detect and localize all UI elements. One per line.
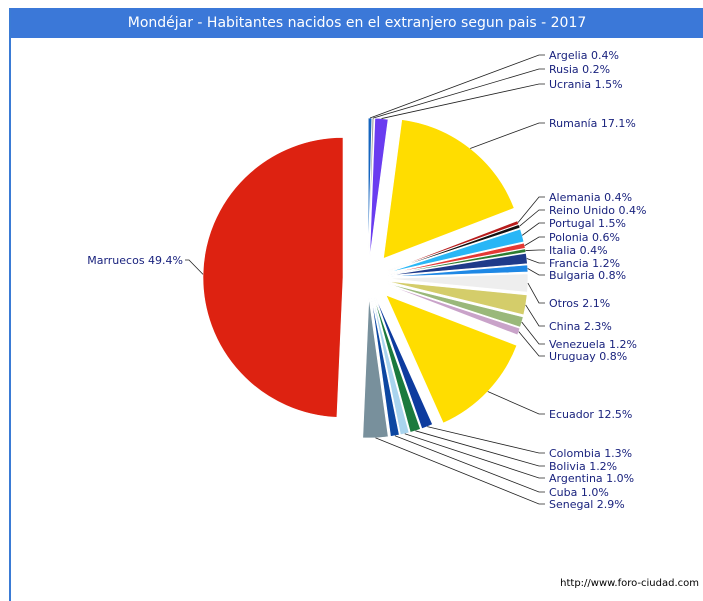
slice-label: Bolivia 1.2% (549, 460, 617, 473)
pie-slice-argentina (372, 297, 410, 436)
leader-line (521, 222, 545, 236)
pie-slice-francia (387, 252, 528, 276)
slice-label: Portugal 1.5% (549, 217, 626, 230)
pie-slice-china (387, 281, 528, 316)
leader-line (487, 391, 545, 415)
pie-slice-argelia (367, 117, 373, 259)
slice-label: Senegal 2.9% (549, 498, 625, 511)
pie-chart: Argelia 0.4%Rusia 0.2% Ucrania 1.5% Rumaní… (87, 49, 646, 511)
slice-label: Argelia 0.4% (549, 49, 619, 62)
leader-line (527, 268, 545, 276)
slice-label: Rusia 0.2% (549, 63, 610, 76)
leader-line (526, 258, 545, 264)
slice-label: China 2.3% (549, 320, 612, 333)
slice-label: Bulgaria 0.8% (549, 269, 626, 282)
source-url: http://www.foro-ciudad.com (560, 578, 699, 589)
leader-line (521, 321, 545, 345)
leader-line (415, 430, 545, 467)
pie-slice-ecuador (385, 294, 518, 424)
chart-title: Mondéjar - Habitantes nacidos en el extr… (11, 8, 703, 38)
leader-line (404, 433, 545, 479)
leader-line (470, 122, 545, 149)
leader-line (369, 54, 545, 119)
leader-line (372, 68, 545, 119)
leader-line (525, 304, 545, 327)
pie-slice-cuba (371, 297, 400, 437)
pie-slice-colombia (375, 296, 433, 430)
slice-label: Reino Unido 0.4% (549, 204, 646, 217)
pie-slice-uruguay (386, 284, 521, 336)
leader-line (381, 83, 545, 119)
pie-slice-venezuela (387, 283, 524, 328)
chart-frame: Mondéjar - Habitantes nacidos en el extr… (9, 8, 703, 601)
slice-label: Colombia 1.3% (549, 447, 632, 460)
slice-label: Polonia 0.6% (549, 231, 620, 244)
leader-line (394, 435, 545, 493)
leader-line (525, 249, 545, 251)
leader-line (517, 196, 545, 223)
pie-slice-italia (387, 248, 527, 275)
leader-line (518, 331, 545, 357)
slice-label: Marruecos 49.4% (87, 254, 183, 267)
leader-line (185, 259, 204, 275)
slice-label: Rumanía 17.1% (549, 117, 636, 130)
slice-label: Venezuela 1.2% (549, 338, 637, 351)
slice-label: Argentina 1.0% (549, 472, 634, 485)
pie-slice-marruecos (202, 137, 344, 418)
slice-label: Ecuador 12.5% (549, 408, 632, 421)
leader-line (524, 236, 545, 246)
leader-line (427, 426, 545, 454)
pie-slice-portugal (387, 228, 525, 273)
slice-label: Alemania 0.4% (549, 191, 632, 204)
pie-slice-bulgaria (387, 264, 529, 278)
leader-line (527, 282, 545, 304)
slice-label: Otros 2.1% (549, 297, 610, 310)
slice-label: Francia 1.2% (549, 257, 620, 270)
leader-line (519, 209, 545, 227)
slice-label: Ucrania 1.5% (549, 78, 623, 91)
slice-label: Cuba 1.0% (549, 486, 609, 499)
leader-line (375, 437, 545, 505)
slice-label: Italia 0.4% (549, 244, 608, 257)
slice-label: Uruguay 0.8% (549, 350, 627, 363)
pie-slice-rumanía (383, 119, 515, 259)
